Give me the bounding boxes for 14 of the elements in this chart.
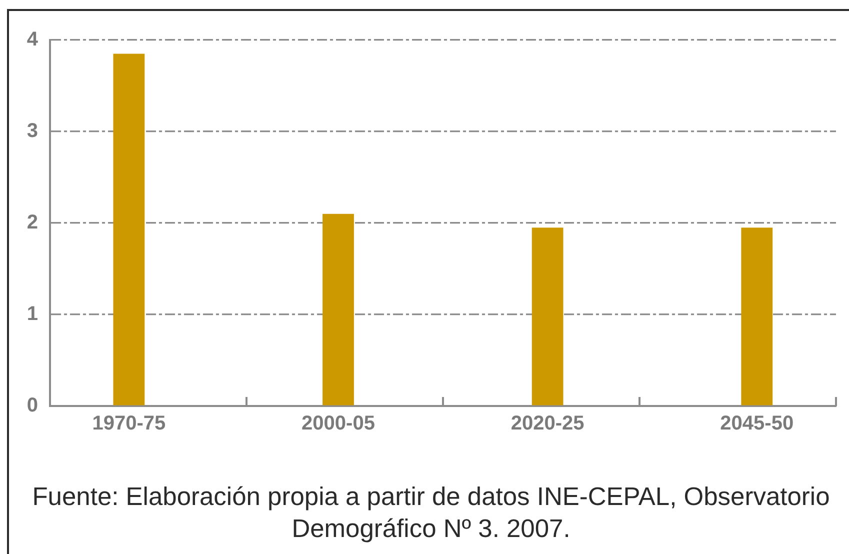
bar	[532, 228, 564, 406]
y-tick-label: 4	[26, 28, 39, 51]
x-tick-label: 2020-25	[510, 412, 584, 435]
y-tick-label: 3	[26, 120, 38, 142]
y-tick-label: 1	[26, 303, 38, 326]
bar	[113, 54, 145, 406]
bar	[322, 214, 354, 406]
y-tick-label: 0	[26, 394, 38, 417]
x-tick-label: 2045-50	[720, 412, 794, 435]
x-tick-label: 2000-05	[302, 412, 375, 435]
bar	[741, 228, 773, 406]
y-tick-label: 2	[26, 212, 38, 234]
x-tick-label: 1970-75	[92, 412, 166, 435]
source-note: Fuente: Elaboración propia a partir de datos INE-CEPAL, Observatorio Demográfico Nº 3. 2007.	[31, 482, 831, 545]
